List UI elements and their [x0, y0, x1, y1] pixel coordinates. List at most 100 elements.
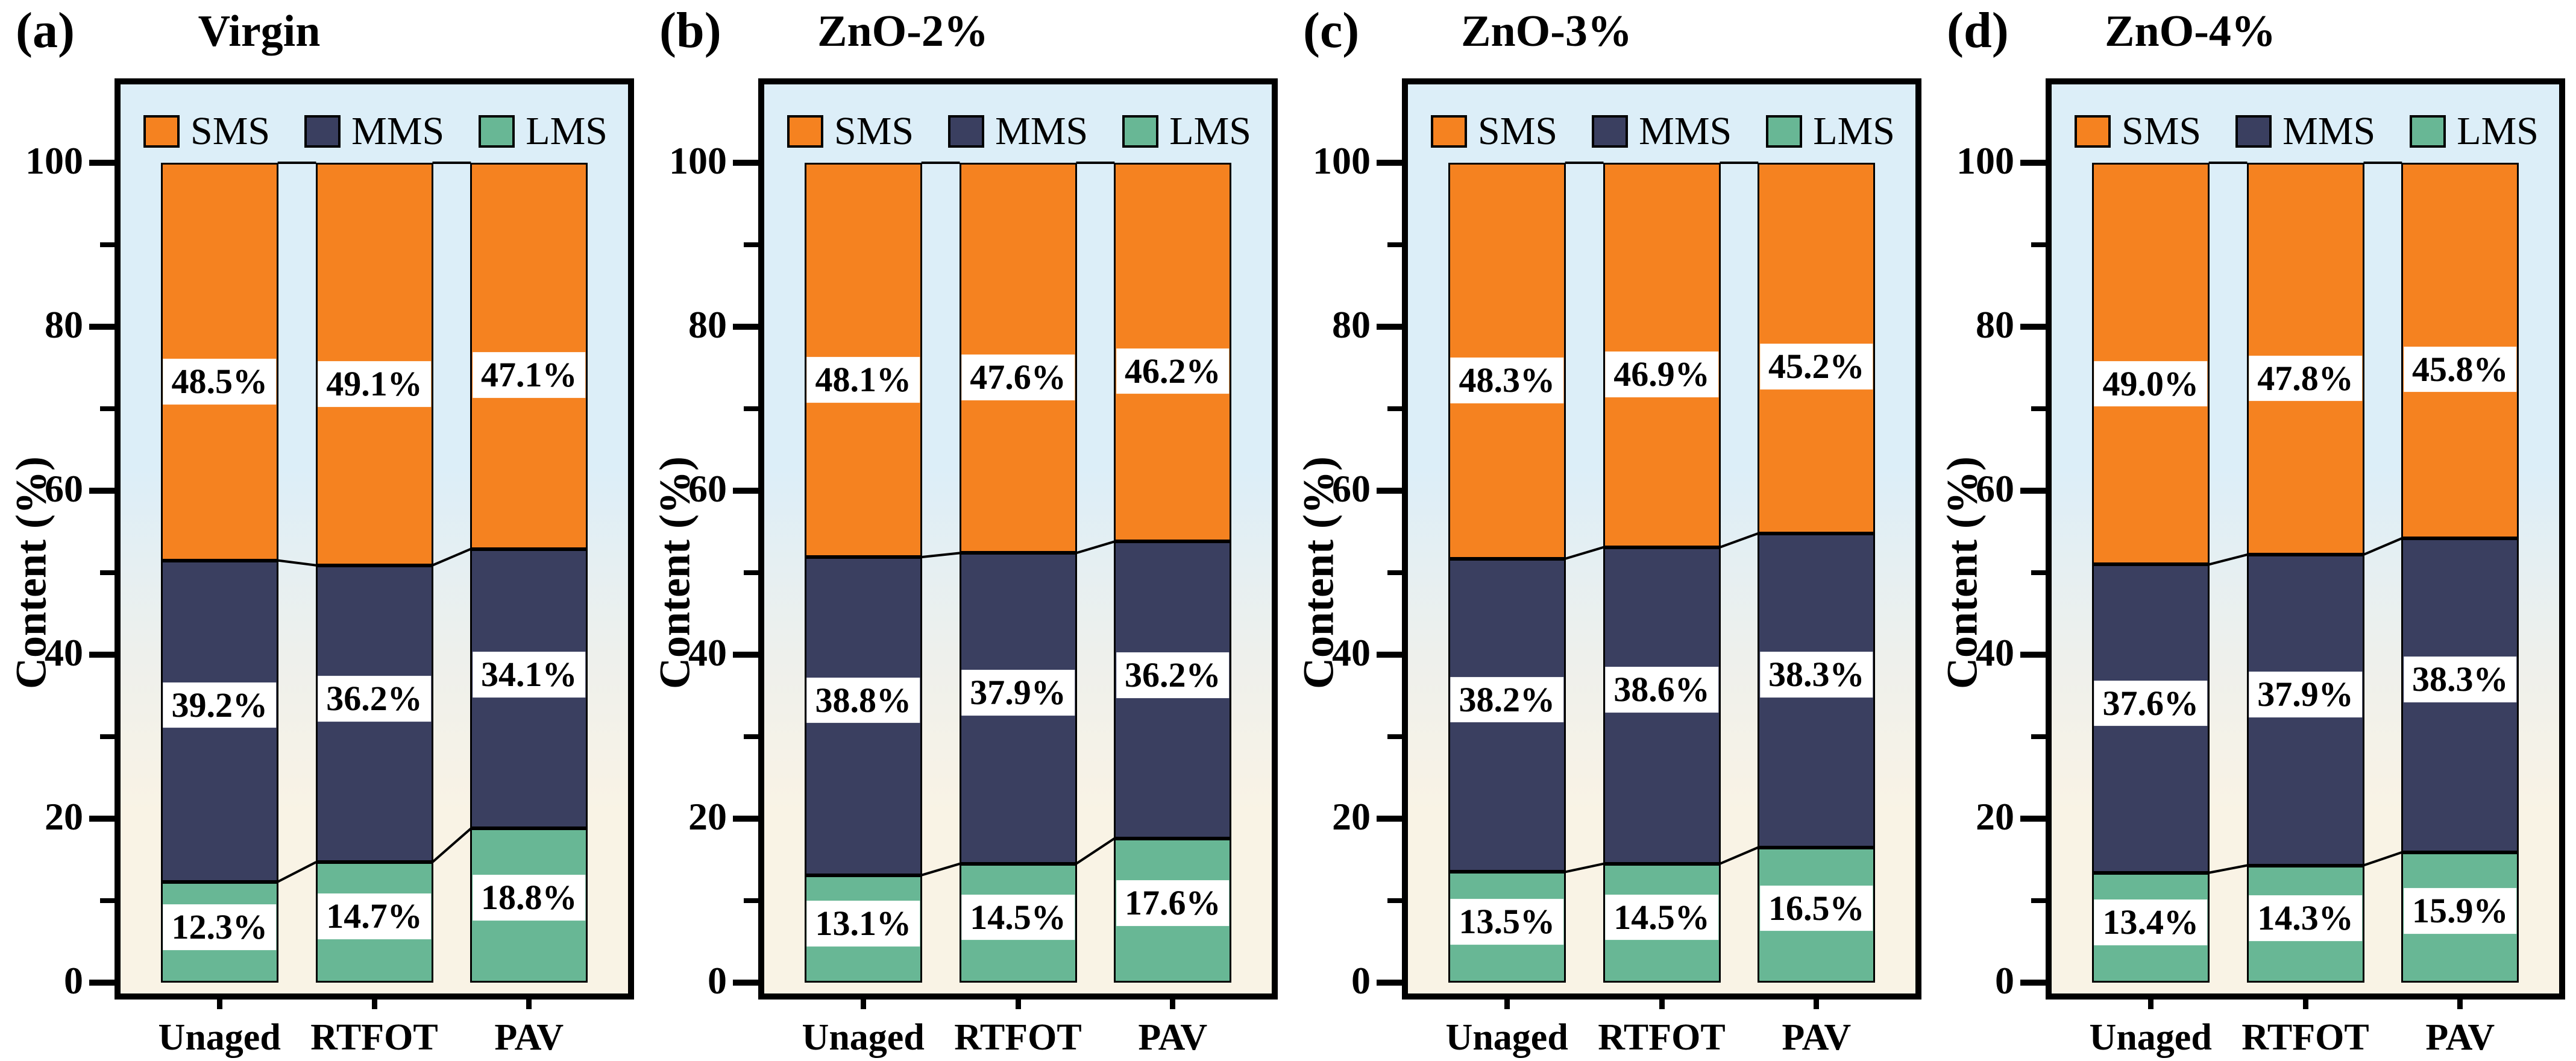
y-axis-tick-label: 80 [688, 303, 727, 346]
y-axis-tick-label: 80 [1976, 303, 2014, 346]
y-axis-minor-tick [100, 570, 115, 575]
y-axis-major-tick [89, 488, 115, 494]
y-axis-tick-label: 60 [1332, 467, 1371, 510]
y-axis-minor-tick [100, 734, 115, 739]
y-axis-tick-label: 40 [1976, 631, 2014, 674]
y-axis-major-tick [733, 816, 758, 822]
legend-swatch-sms [2075, 115, 2111, 148]
x-axis-category-label: RTFOT [1598, 1017, 1726, 1058]
y-axis-major-tick [2020, 652, 2046, 658]
legend-swatch-sms [787, 115, 823, 148]
y-axis-major-tick [1377, 160, 1402, 166]
legend-item-mms: MMS [948, 109, 1088, 154]
value-label-lms: 18.8% [473, 875, 586, 921]
value-label-mms: 38.6% [1605, 667, 1718, 713]
legend-label: MMS [995, 109, 1089, 153]
x-axis-tick [2457, 993, 2463, 1009]
x-axis-tick [1504, 993, 1510, 1009]
value-label-sms: 48.1% [806, 356, 920, 403]
legend-swatch-lms [1766, 115, 1803, 148]
value-label-mms: 38.8% [806, 677, 920, 723]
y-axis-minor-tick [1387, 570, 1402, 575]
panel-title: Virgin [198, 7, 321, 56]
value-label-sms: 46.2% [1116, 348, 1230, 394]
y-axis-tick-label: 40 [688, 631, 727, 674]
y-axis-major-tick [733, 980, 758, 986]
y-axis-tick-label: 100 [25, 139, 83, 182]
y-axis-tick-label: 40 [1332, 631, 1371, 674]
x-axis-category-label: Unaged [802, 1017, 925, 1058]
panel-letter: (b) [659, 2, 721, 58]
y-axis-tick-label: 60 [688, 467, 727, 510]
x-axis-tick [2302, 993, 2308, 1009]
y-axis-tick-label: 20 [1332, 795, 1371, 838]
y-axis-minor-tick [2031, 898, 2046, 903]
legend-label: SMS [2122, 109, 2202, 153]
x-axis-category-label: PAV [494, 1017, 564, 1058]
legend-swatch-sms [143, 115, 180, 148]
y-axis-minor-tick [744, 242, 758, 247]
y-axis-minor-tick [1387, 898, 1402, 903]
legend-item-sms: SMS [1431, 109, 1557, 154]
panel-letter: (c) [1303, 2, 1360, 58]
x-axis-tick [1015, 993, 1021, 1009]
y-axis-major-tick [733, 324, 758, 330]
y-axis-tick-label: 80 [1332, 303, 1371, 346]
value-label-mms: 37.9% [961, 670, 1075, 716]
y-axis-minor-tick [1387, 242, 1402, 247]
x-axis-category-label: PAV [1138, 1017, 1208, 1058]
y-axis-minor-tick [2031, 734, 2046, 739]
value-label-sms: 48.3% [1450, 357, 1563, 404]
y-axis-minor-tick [744, 898, 758, 903]
y-axis-minor-tick [100, 898, 115, 903]
y-axis-major-tick [2020, 816, 2046, 822]
x-axis-category-label: RTFOT [310, 1017, 438, 1058]
value-label-lms: 17.6% [1116, 880, 1230, 927]
value-label-mms: 37.6% [2094, 680, 2207, 726]
legend-item-lms: LMS [2410, 109, 2539, 154]
value-label-sms: 45.2% [1760, 344, 1873, 389]
legend-item-mms: MMS [1592, 109, 1732, 154]
value-label-sms: 47.6% [961, 354, 1075, 400]
x-axis-category-label: PAV [1782, 1017, 1852, 1058]
y-axis-tick-label: 60 [1976, 467, 2014, 510]
legend-label: LMS [1169, 109, 1251, 153]
y-axis-tick-label: 100 [1956, 139, 2014, 182]
y-axis-tick-label: 0 [1351, 959, 1371, 1002]
y-axis-tick-label: 80 [45, 303, 83, 346]
legend-swatch-lms [2410, 115, 2446, 148]
y-axis-major-tick [733, 652, 758, 658]
legend-swatch-sms [1431, 115, 1467, 148]
chart-panel-d: (d) ZnO-4% Content (%) 0 20 40 60 80 100 SMS MM… [1931, 0, 2575, 1061]
value-label-mms: 39.2% [163, 682, 276, 728]
x-axis-category-label: RTFOT [2241, 1017, 2369, 1058]
x-axis-category-label: PAV [2425, 1017, 2495, 1058]
value-label-mms: 36.2% [318, 676, 431, 722]
y-axis-minor-tick [744, 734, 758, 739]
y-axis-tick-label: 40 [45, 631, 83, 674]
y-axis-major-tick [89, 652, 115, 658]
y-axis-major-tick [2020, 488, 2046, 494]
legend-item-sms: SMS [143, 109, 270, 154]
panel-title: ZnO-4% [2105, 7, 2276, 56]
value-label-mms: 38.3% [2404, 656, 2517, 703]
y-axis-tick-label: 0 [64, 959, 83, 1002]
value-label-lms: 14.5% [961, 894, 1075, 940]
legend-item-sms: SMS [2075, 109, 2201, 154]
x-axis-tick [860, 993, 866, 1009]
legend: SMS MMS LMS [2075, 109, 2539, 154]
y-axis-major-tick [89, 816, 115, 822]
value-label-sms: 47.8% [2249, 355, 2362, 401]
y-axis-tick-label: 60 [45, 467, 83, 510]
legend-label: SMS [190, 109, 271, 153]
legend: SMS MMS LMS [143, 109, 608, 154]
value-label-lms: 12.3% [163, 904, 276, 950]
value-label-mms: 36.2% [1116, 652, 1230, 698]
legend-label: SMS [834, 109, 914, 153]
y-axis-major-tick [2020, 160, 2046, 166]
value-label-mms: 37.9% [2249, 672, 2362, 717]
value-label-lms: 13.4% [2094, 899, 2207, 945]
chart-panel-c: (c) ZnO-3% Content (%) 0 20 40 60 80 100 SMS MM… [1287, 0, 1931, 1061]
y-axis-minor-tick [2031, 406, 2046, 411]
legend-item-lms: LMS [1766, 109, 1895, 154]
